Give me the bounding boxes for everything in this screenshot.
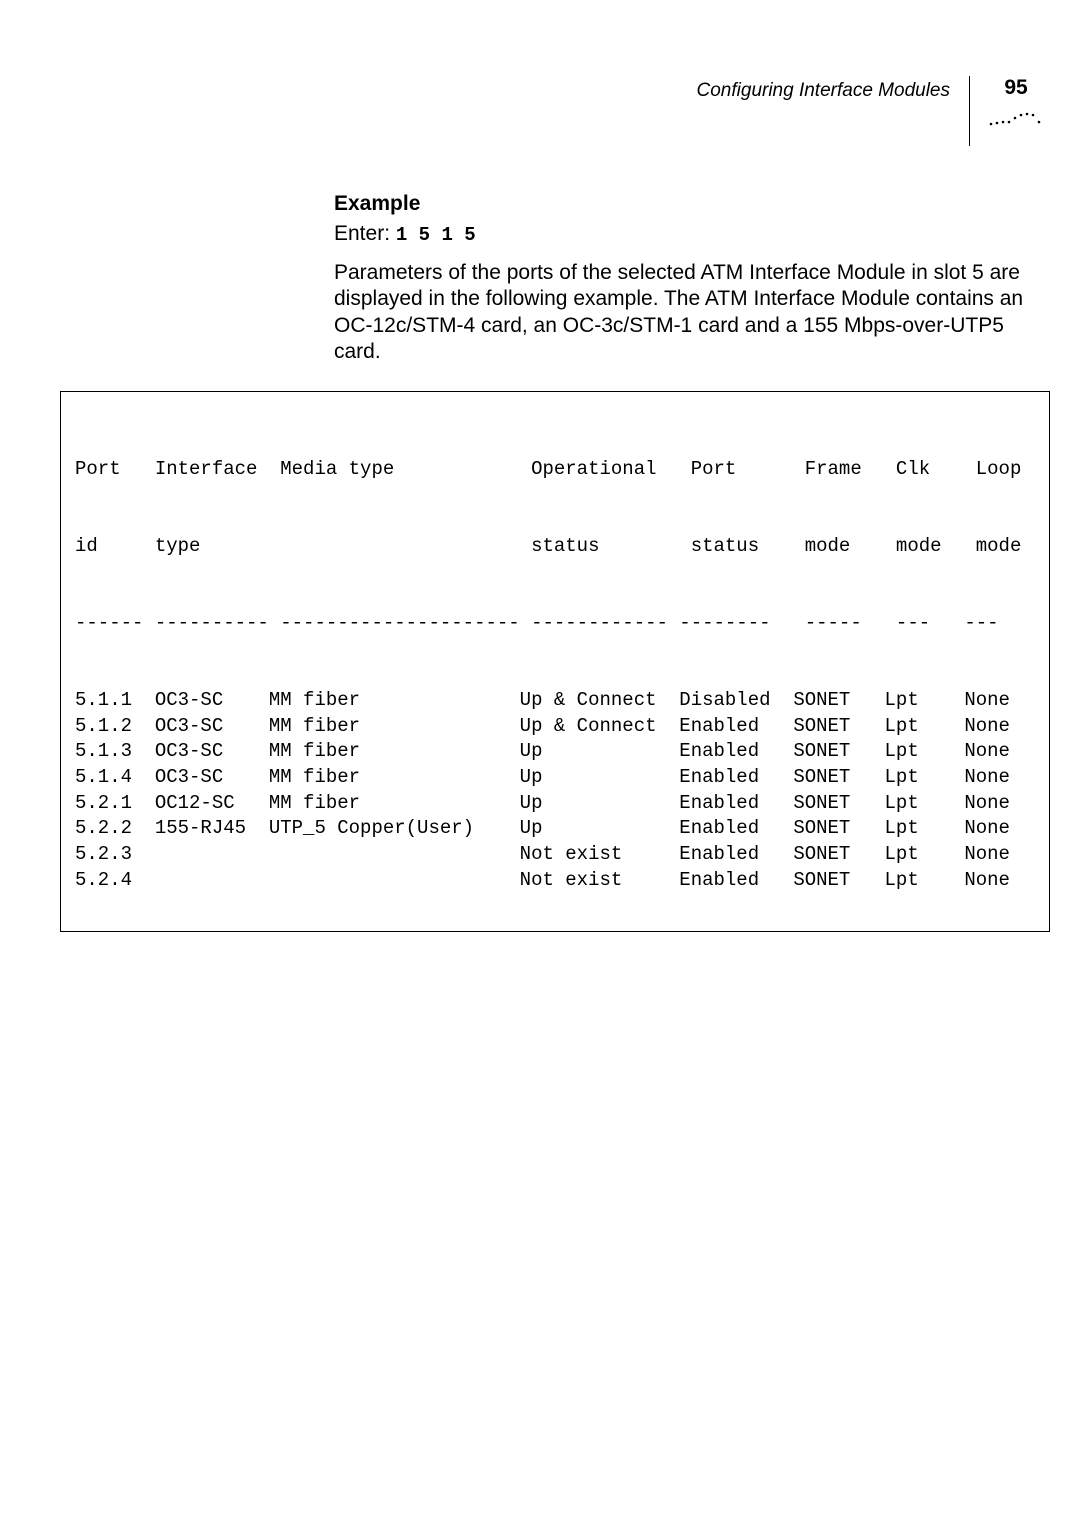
page-number: 95: [1004, 76, 1027, 100]
table-separator: ------ ---------- --------------------- …: [75, 611, 1049, 637]
table-row: 5.2.3 Not exist Enabled SONET Lpt None: [75, 842, 1049, 868]
enter-label: Enter:: [334, 222, 396, 245]
table-row: 5.2.4 Not exist Enabled SONET Lpt None: [75, 868, 1049, 894]
example-heading: Example: [334, 192, 1034, 216]
header-title: Configuring Interface Modules: [697, 76, 950, 102]
table-row: 5.2.1 OC12-SC MM fiber Up Enabled SONET …: [75, 791, 1049, 817]
table-row: 5.1.1 OC3-SC MM fiber Up & Connect Disab…: [75, 688, 1049, 714]
table-row: 5.1.3 OC3-SC MM fiber Up Enabled SONET L…: [75, 739, 1049, 765]
table-row: 5.2.2 155-RJ45 UTP_5 Copper(User) Up Ena…: [75, 816, 1049, 842]
table-row: 5.1.2 OC3-SC MM fiber Up & Connect Enabl…: [75, 714, 1049, 740]
page-number-container: 95: [988, 76, 1044, 128]
enter-line: Enter: 1 5 1 5: [334, 222, 1034, 246]
enter-code: 1 5 1 5: [396, 224, 476, 246]
content-area: Example Enter: 1 5 1 5 Parameters of the…: [334, 192, 1034, 365]
table-header-row1: Port Interface Media type Operational Po…: [75, 457, 1049, 483]
decorative-dots-icon: [988, 110, 1044, 128]
header-divider: [969, 76, 970, 146]
port-table: Port Interface Media type Operational Po…: [60, 391, 1050, 932]
table-header-row2: id type status status mode mode mode: [75, 534, 1049, 560]
page-header: Configuring Interface Modules 95: [697, 76, 1044, 146]
table-rows: 5.1.1 OC3-SC MM fiber Up & Connect Disab…: [75, 688, 1049, 893]
table-row: 5.1.4 OC3-SC MM fiber Up Enabled SONET L…: [75, 765, 1049, 791]
example-paragraph: Parameters of the ports of the selected …: [334, 260, 1034, 365]
